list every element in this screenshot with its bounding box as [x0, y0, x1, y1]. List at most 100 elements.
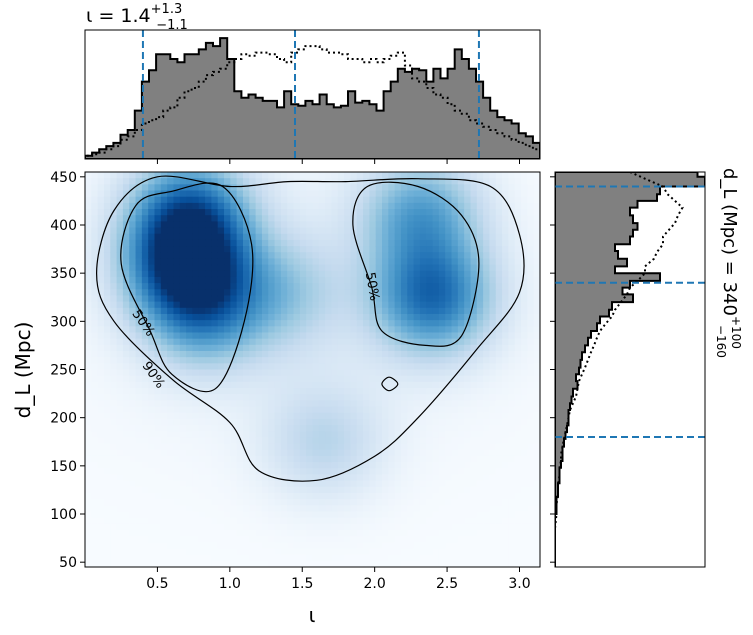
heatmap-cell	[287, 492, 295, 500]
heatmap-cell	[350, 418, 358, 426]
heatmap-cell	[495, 480, 503, 488]
heatmap-cell	[344, 511, 352, 519]
heatmap-cell	[432, 400, 440, 408]
heatmap-cell	[331, 492, 339, 500]
heatmap-cell	[489, 505, 497, 513]
heatmap-cell	[293, 270, 301, 278]
heatmap-cell	[293, 227, 301, 235]
heatmap-cell	[85, 270, 92, 278]
heatmap-cell	[489, 394, 497, 401]
heatmap-cell	[514, 548, 522, 556]
heatmap-cell	[148, 215, 156, 222]
heatmap-cell	[527, 276, 535, 284]
heatmap-cell	[173, 517, 181, 525]
heatmap-cell	[236, 221, 244, 229]
heatmap-cell	[249, 332, 257, 340]
heatmap-cell	[287, 332, 295, 340]
heatmap-cell	[344, 307, 352, 315]
heatmap-cell	[299, 338, 307, 346]
heatmap-cell	[363, 326, 370, 334]
heatmap-cell	[160, 215, 168, 222]
heatmap-cell	[280, 517, 288, 525]
heatmap-cell	[426, 196, 434, 204]
heatmap-cell	[255, 178, 263, 185]
heatmap-cell	[527, 511, 535, 519]
heatmap-cell	[483, 178, 491, 185]
heatmap-cell	[394, 246, 402, 253]
heatmap-cell	[382, 388, 389, 395]
heatmap-cell	[337, 233, 345, 241]
heatmap-cell	[242, 523, 250, 531]
heatmap-cell	[299, 412, 307, 420]
heatmap-cell	[192, 381, 200, 389]
heatmap-cell	[255, 196, 263, 204]
heatmap-cell	[318, 252, 326, 259]
heatmap-cell	[299, 246, 307, 253]
heatmap-cell	[514, 369, 522, 377]
heatmap-cell	[122, 283, 130, 290]
heatmap-cell	[369, 468, 377, 476]
heatmap-cell	[141, 301, 149, 309]
heatmap-cell	[514, 313, 522, 321]
heatmap-cell	[337, 369, 345, 377]
top-histogram-filled	[85, 37, 540, 159]
heatmap-cell	[331, 548, 339, 556]
heatmap-cell	[451, 307, 459, 315]
heatmap-cell	[445, 295, 453, 303]
heatmap-cell	[261, 295, 269, 303]
heatmap-cell	[179, 536, 187, 543]
heatmap-cell	[91, 443, 99, 451]
heatmap-cell	[249, 295, 257, 303]
heatmap-cell	[533, 375, 540, 383]
heatmap-cell	[337, 560, 345, 567]
heatmap-cell	[135, 283, 143, 290]
heatmap-cell	[426, 190, 434, 198]
heatmap-cell	[394, 202, 402, 210]
heatmap-cell	[514, 388, 522, 395]
heatmap-cell	[287, 425, 295, 432]
heatmap-cell	[306, 215, 314, 222]
heatmap-cell	[160, 246, 168, 253]
heatmap-cell	[394, 375, 402, 383]
heatmap-cell	[91, 529, 99, 537]
heatmap-cell	[514, 536, 522, 543]
heatmap-cell	[116, 542, 124, 550]
heatmap-cell	[457, 425, 465, 432]
heatmap-cell	[350, 412, 358, 420]
heatmap-cell	[255, 276, 263, 284]
heatmap-cell	[103, 548, 111, 556]
heatmap-cell	[110, 511, 118, 519]
heatmap-cell	[388, 178, 396, 185]
heatmap-cell	[103, 363, 111, 371]
heatmap-cell	[337, 209, 345, 216]
heatmap-cell	[325, 505, 333, 513]
heatmap-cell	[470, 468, 478, 476]
heatmap-cell	[274, 425, 282, 432]
heatmap-cell	[97, 270, 105, 278]
heatmap-cell	[350, 375, 358, 383]
heatmap-cell	[375, 246, 383, 253]
heatmap-cell	[350, 517, 358, 525]
heatmap-cell	[224, 350, 231, 358]
heatmap-cell	[483, 560, 491, 567]
heatmap-cell	[293, 258, 301, 266]
heatmap-cell	[369, 344, 377, 352]
heatmap-cell	[457, 227, 465, 235]
heatmap-cell	[363, 400, 370, 408]
heatmap-cell	[407, 246, 415, 253]
heatmap-cell	[344, 252, 352, 259]
heatmap-cell	[489, 381, 497, 389]
heatmap-cell	[224, 431, 231, 438]
heatmap-cell	[217, 412, 225, 420]
heatmap-cell	[495, 252, 503, 259]
heatmap-cell	[394, 523, 402, 531]
heatmap-cell	[135, 258, 143, 266]
heatmap-cell	[103, 486, 111, 494]
heatmap-cell	[400, 196, 408, 204]
heatmap-cell	[337, 412, 345, 420]
heatmap-cell	[192, 202, 200, 210]
heatmap-cell	[457, 505, 465, 513]
heatmap-cell	[508, 455, 516, 463]
heatmap-cell	[318, 474, 326, 482]
heatmap-cell	[325, 560, 333, 567]
